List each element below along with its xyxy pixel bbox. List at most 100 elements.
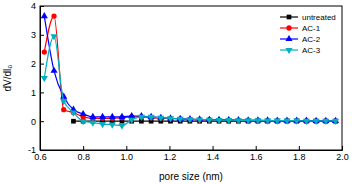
tick-mark [40, 150, 44, 151]
marker [128, 118, 135, 124]
tick-mark [126, 146, 127, 150]
tick-label: -1 [28, 145, 36, 155]
legend-label: untreated [302, 13, 336, 22]
series-line [44, 16, 335, 121]
marker [196, 117, 203, 123]
axis-line [41, 146, 343, 151]
marker [41, 12, 48, 18]
chart: 0.60.81.01.21.41.61.82.0-101234untreated… [0, 0, 358, 184]
tick: 1.0 [121, 146, 134, 162]
legend-marker [286, 25, 291, 30]
tick-mark [342, 146, 343, 150]
marker [206, 118, 213, 124]
plot: 0.60.81.01.21.41.61.82.0-101234untreated… [28, 1, 349, 162]
legend-marker [285, 48, 292, 54]
marker [138, 115, 145, 121]
marker [80, 119, 87, 125]
tick-label: 1.0 [121, 152, 134, 162]
x-axis: 0.60.81.01.21.41.61.82.0 [34, 146, 349, 162]
y-axis-title: dV/dl₀ [2, 65, 13, 92]
marker [60, 99, 67, 105]
marker [313, 119, 320, 125]
tick-label: 1.4 [207, 152, 220, 162]
marker [215, 118, 222, 124]
tick-mark [40, 6, 44, 7]
tick-mark [83, 146, 84, 150]
marker [225, 118, 232, 124]
x-axis-title: pore size (nm) [159, 171, 223, 182]
marker [89, 113, 96, 119]
tick-label: 1.2 [164, 152, 177, 162]
tick: 4 [31, 1, 44, 11]
marker [50, 34, 57, 40]
marker [264, 119, 271, 125]
marker [167, 116, 174, 122]
marker [157, 116, 164, 122]
marker [51, 13, 56, 18]
tick: 0.8 [77, 146, 90, 162]
tick-mark [256, 146, 257, 150]
tick: 1.4 [207, 146, 220, 162]
legend-item: AC-2 [280, 35, 321, 44]
tick-mark [40, 64, 44, 65]
legend-marker [287, 15, 292, 20]
tick-label: 0.6 [34, 152, 47, 162]
tick: 2.0 [336, 146, 349, 162]
legend-label: AC-2 [302, 35, 321, 44]
marker [148, 115, 155, 121]
marker [99, 113, 106, 119]
tick-mark [40, 92, 44, 93]
marker [61, 107, 66, 112]
tick-label: 0.8 [77, 152, 90, 162]
marker [158, 116, 163, 121]
marker [118, 113, 125, 119]
marker [235, 118, 242, 124]
tick-label: 1.8 [293, 152, 306, 162]
tick-mark [40, 121, 44, 122]
marker [303, 119, 310, 125]
series-line [44, 36, 335, 125]
tick: 1.8 [293, 146, 306, 162]
marker [118, 123, 125, 129]
marker [254, 118, 261, 124]
plot-frame [40, 6, 342, 150]
tick-label: 4 [31, 1, 36, 11]
tick: 3 [31, 30, 44, 40]
marker [60, 93, 67, 99]
marker [70, 111, 77, 117]
marker [41, 76, 48, 82]
tick-mark [213, 146, 214, 150]
legend-item: AC-3 [280, 46, 321, 55]
marker [245, 118, 252, 124]
tick: -1 [28, 145, 44, 155]
marker [177, 117, 184, 123]
legend-label: AC-1 [302, 24, 321, 33]
series-line [44, 16, 335, 121]
y-axis: -1 0 1 2 3 4 [28, 1, 44, 155]
tick: 2 [31, 59, 44, 69]
tick-label: 0 [31, 117, 36, 127]
marker [50, 67, 57, 73]
tick-label: 1 [31, 88, 36, 98]
marker [89, 121, 96, 127]
legend-label: AC-3 [302, 46, 321, 55]
marker [274, 119, 281, 125]
tick: 1 [31, 88, 44, 98]
marker [109, 123, 116, 129]
data-area [41, 12, 339, 130]
marker [99, 122, 106, 128]
marker [332, 119, 339, 125]
marker [186, 117, 193, 123]
tick: 0 [31, 117, 44, 127]
marker [71, 119, 76, 124]
marker [148, 115, 153, 120]
tick-label: 2 [31, 59, 36, 69]
legend-item: AC-1 [280, 24, 321, 33]
tick-label: 2.0 [336, 152, 349, 162]
tick-mark [169, 146, 170, 150]
marker [42, 49, 47, 54]
tick-mark [299, 146, 300, 150]
marker [283, 119, 290, 125]
legend-item: untreated [280, 13, 336, 22]
marker [109, 113, 116, 119]
